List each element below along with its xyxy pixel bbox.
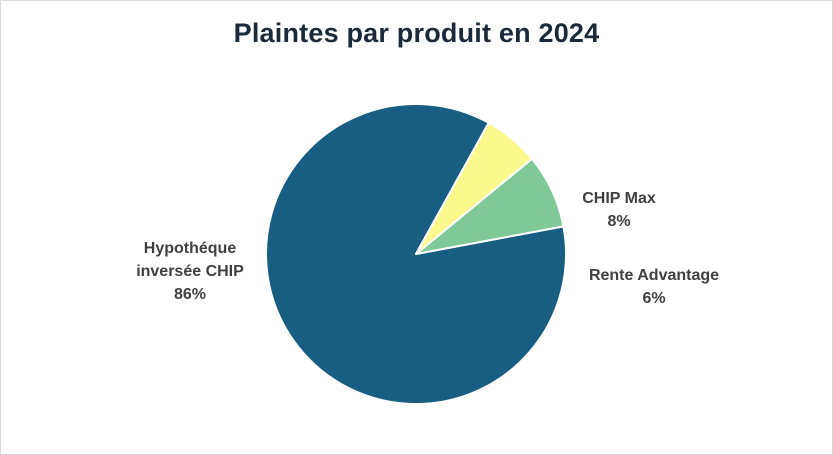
- data-label-line: Hypothéque: [143, 240, 237, 257]
- chart-title: Plaintes par produit en 2024: [233, 18, 600, 48]
- data-label-value: 86%: [173, 286, 207, 303]
- data-label-value: 6%: [642, 290, 666, 307]
- data-label-line: inversée CHIP: [136, 263, 244, 280]
- pie-slice-rente-advantage: [415, 121, 533, 255]
- data-label-value: 8%: [607, 213, 631, 230]
- data-label-line: Rente Advantage: [588, 267, 720, 284]
- data-label-hypotheque-inversee-chip: Hypothéque inversée CHIP 86%: [100, 237, 280, 306]
- data-label-rente-advantage: Rente Advantage 6%: [569, 264, 739, 310]
- data-label-chip-max: CHIP Max 8%: [559, 187, 679, 233]
- data-label-line: CHIP Max: [582, 190, 656, 207]
